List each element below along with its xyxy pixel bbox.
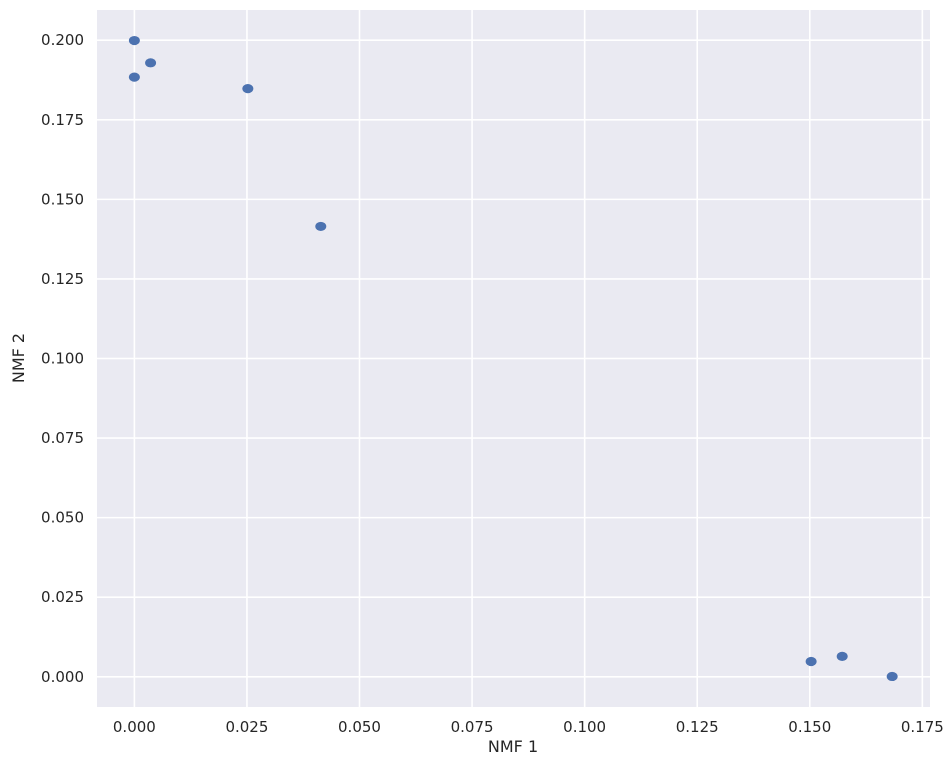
data-point [315,221,327,232]
x-axis-ticks: 0.000 0.025 0.050 0.075 0.100 0.125 0.150 0.175 [113,718,944,736]
x-tick-label: 0.100 [563,718,606,736]
y-tick-label: 0.050 [41,509,84,527]
y-tick-label: 0.000 [41,668,84,686]
x-axis-label: NMF 1 [488,737,538,756]
y-axis-label: NMF 2 [9,333,28,383]
x-tick-label: 0.175 [901,718,944,736]
data-point [128,72,140,82]
y-tick-label: 0.150 [41,190,84,208]
x-tick-label: 0.075 [451,718,494,736]
y-axis-ticks: 0.000 0.025 0.050 0.075 0.100 0.125 0.150 0.175… [41,31,84,686]
data-point [242,84,254,94]
x-tick-label: 0.050 [338,718,381,736]
data-point [128,35,140,46]
y-tick-label: 0.100 [41,350,84,368]
data-points [128,35,898,682]
x-tick-label: 0.000 [113,718,156,736]
y-tick-label: 0.025 [41,588,84,606]
data-point [805,656,817,667]
y-tick-label: 0.125 [41,270,84,288]
data-point [836,651,848,661]
y-tick-label: 0.175 [41,111,84,129]
grid-lines [97,10,930,707]
y-tick-label: 0.200 [41,31,84,49]
data-point [886,671,898,682]
y-tick-label: 0.075 [41,429,84,447]
data-point [145,58,157,68]
x-tick-label: 0.150 [788,718,831,736]
x-tick-label: 0.025 [225,718,268,736]
x-tick-label: 0.125 [676,718,719,736]
